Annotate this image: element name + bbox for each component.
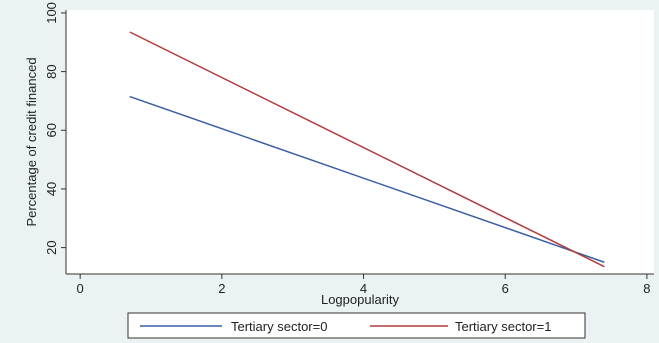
x-tick-label: 8 (643, 281, 650, 296)
y-tick-label: 100 (44, 2, 59, 24)
y-tick-label: 40 (44, 182, 59, 196)
x-tick-label: 0 (77, 281, 84, 296)
legend: Tertiary sector=0 Tertiary sector=1 (127, 312, 586, 339)
y-tick-label: 80 (44, 64, 59, 78)
y-axis-ticks: 20 40 60 80 100 (44, 2, 66, 255)
x-tick-label: 2 (218, 281, 225, 296)
plot-area (66, 10, 654, 274)
y-axis-title: Percentage of credit financed (24, 57, 39, 226)
series-lines (129, 31, 605, 268)
x-axis-title: Logpopularity (321, 292, 400, 307)
x-tick-label: 4 (360, 281, 367, 296)
x-tick-label: 6 (502, 281, 509, 296)
legend-label-tertiary-1: Tertiary sector=1 (455, 319, 551, 334)
series-line-tertiary-0 (129, 95, 605, 263)
y-tick-label: 20 (44, 240, 59, 254)
x-axis-ticks: 0 2 4 6 8 (77, 274, 651, 296)
y-tick-label: 60 (44, 123, 59, 137)
legend-label-tertiary-0: Tertiary sector=0 (231, 319, 327, 334)
series-line-tertiary-1 (129, 31, 605, 268)
